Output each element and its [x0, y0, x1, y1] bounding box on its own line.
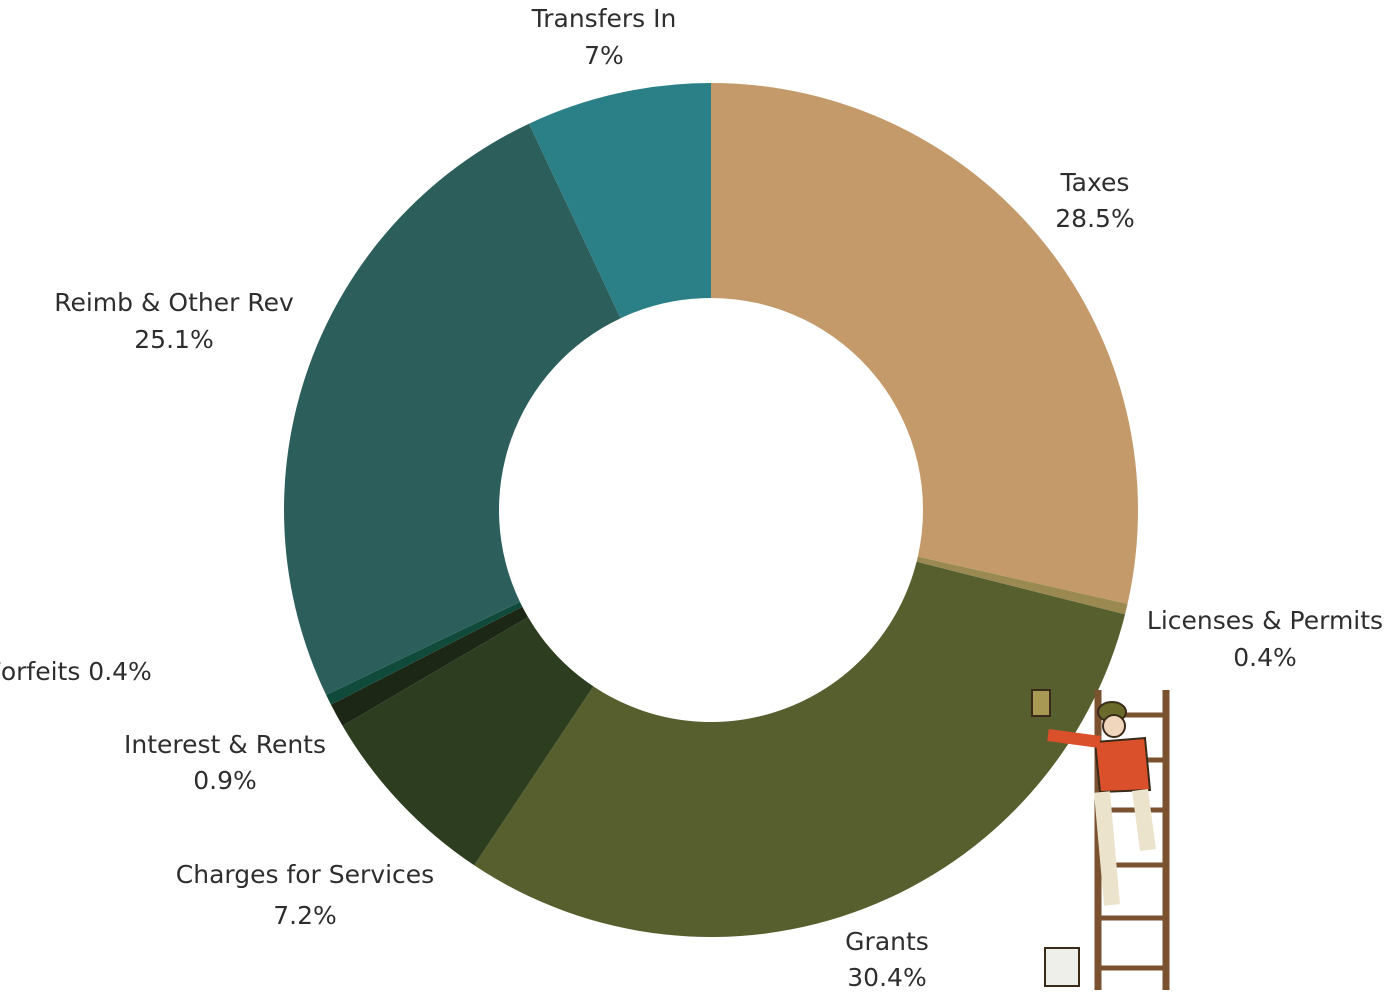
value-label: 7.2%: [273, 901, 337, 930]
segment-label: Fines & Forfeits 0.4%: [0, 657, 152, 686]
donut-segment: [326, 601, 523, 705]
value-label: 25.1%: [134, 325, 213, 354]
donut-segment: [916, 556, 1128, 615]
painter-illustration: [1031, 689, 1170, 990]
value-label: 28.5%: [1055, 204, 1134, 233]
category-label: Interest & Rents: [124, 730, 326, 759]
category-label: Licenses & Permits: [1147, 606, 1383, 635]
donut-segment: [283, 123, 621, 696]
category-label: Fines & Forfeits: [0, 657, 80, 686]
donut-segment: [342, 617, 594, 866]
value-label: 0.4%: [1233, 643, 1297, 672]
value-label: 0.4%: [88, 657, 152, 686]
value-label: 0.9%: [193, 766, 257, 795]
value-label: 30.4%: [847, 963, 926, 992]
category-label: Grants: [845, 927, 929, 956]
category-label: Reimb & Other Rev: [54, 288, 294, 317]
donut-segment: [529, 83, 711, 319]
donut-segment: [330, 606, 529, 726]
donut-segment: [474, 561, 1126, 937]
category-label: Transfers In: [531, 4, 677, 33]
donut-segment: [711, 83, 1138, 604]
donut: [283, 83, 1138, 937]
value-label: 7%: [584, 41, 624, 70]
labels: Taxes 28.5% Licenses & Permits 0.4% Grants 30…: [0, 4, 1383, 992]
category-label: Taxes: [1060, 168, 1130, 197]
category-label: Charges for Services: [176, 860, 434, 889]
